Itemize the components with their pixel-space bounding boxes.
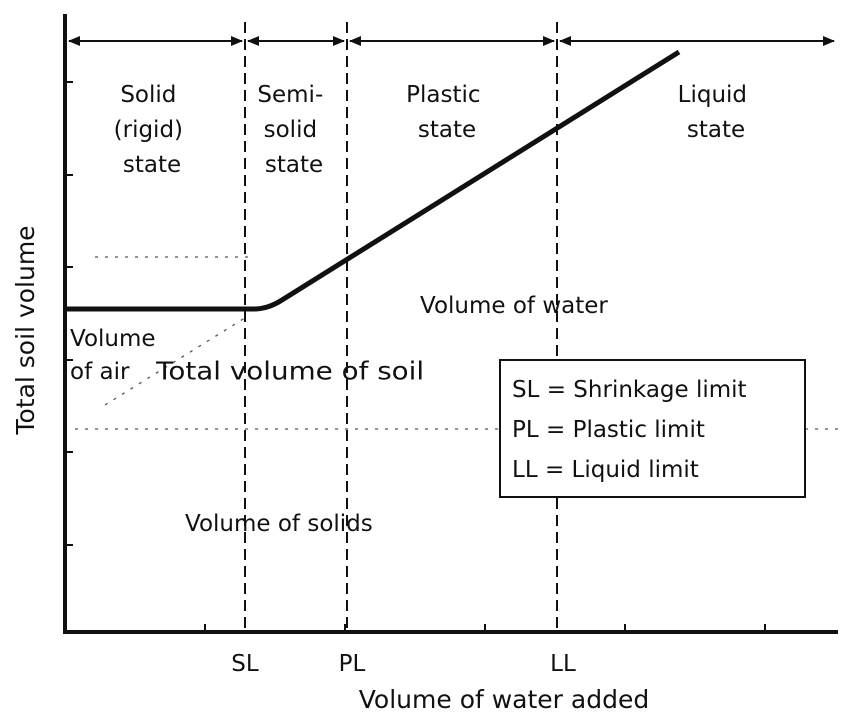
legend-ll: LL = Liquid limit (512, 457, 699, 483)
legend: SL = Shrinkage limit PL = Plastic limit … (499, 359, 806, 498)
legend-pl: PL = Plastic limit (512, 417, 705, 443)
y-ticks (65, 81, 73, 546)
legend-box (499, 359, 806, 498)
plastic-state-label: Plastic state (406, 82, 488, 143)
air-volume-label: Volume of air (70, 326, 163, 385)
legend-sl: SL = Shrinkage limit (512, 377, 747, 403)
x-tick-label-ll: LL (550, 651, 576, 677)
dotted-air-boundary (104, 315, 249, 406)
total-volume-curve (65, 49, 681, 312)
x-axis-label: Volume of water added (359, 685, 649, 714)
x-ticks (204, 624, 766, 632)
x-tick-label-sl: SL (231, 651, 259, 677)
semisolid-state-label: Semi- solid state (257, 82, 330, 178)
solids-volume-label: Volume of solids (185, 511, 373, 537)
total-volume-label: Total volume of soil (155, 356, 424, 385)
liquid-state-label: Liquid state (678, 82, 755, 143)
y-axis-label: Total soil volume (11, 225, 40, 435)
water-volume-label: Volume of water (420, 293, 608, 319)
x-tick-label-pl: PL (339, 651, 366, 677)
solid-state-label: Solid (rigid) state (114, 82, 191, 178)
